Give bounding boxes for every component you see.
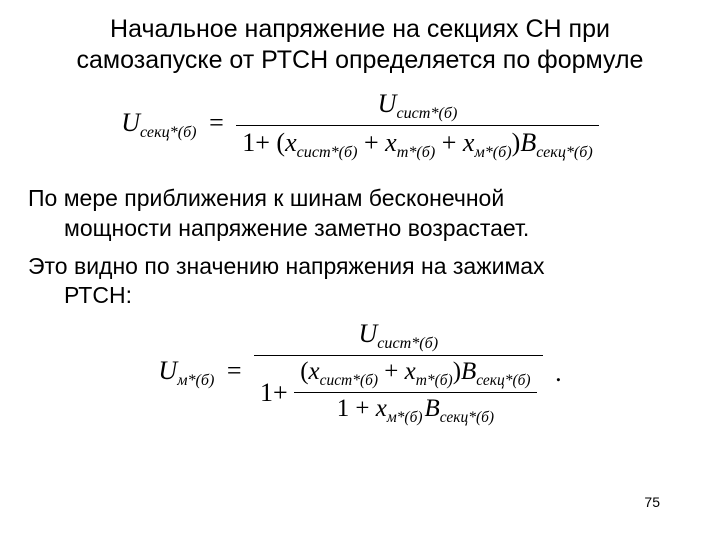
f2-in-den-Bsub: секц*(б) (440, 409, 494, 426)
f2-outer-num-sub: сист*(б) (377, 335, 438, 352)
f1-den-x1-sub: сист*(б) (297, 144, 358, 161)
f2-lhs-var: U (158, 356, 177, 385)
f2-in-num-x1-sub: сист*(б) (320, 372, 378, 389)
f1-lhs-sub: секц*(б) (140, 124, 197, 141)
f2-in-den-xsub: м*(б) (387, 409, 423, 426)
title-line-2: самозапуске от РТСН определяется по форм… (77, 46, 644, 74)
f1-den-x2: x (385, 128, 397, 157)
f2-eq: = (221, 356, 248, 385)
f1-den-Bvar: B (520, 128, 536, 157)
f2-in-num-x2: x (405, 358, 416, 385)
f2-in-num-x2-sub: т*(б) (416, 372, 453, 389)
f1-den-plus1: + (358, 128, 386, 157)
f1-num-var: U (378, 89, 397, 118)
f1-den-Bsub: секц*(б) (536, 144, 593, 161)
slide: Начальное напряжение на секциях СН при с… (0, 0, 720, 540)
f2-outer-fraction: Uсист*(б) 1+ (xсист*(б) + xт*(б))Bсекц*(… (254, 319, 543, 427)
f2-inner-fraction: (xсист*(б) + xт*(б))Bсекц*(б) 1 + xм*(б)… (294, 358, 536, 427)
f2-in-den-Bvar: B (423, 395, 440, 422)
paragraph-1: По мере приближения к шинам бесконечной … (28, 184, 692, 244)
f2-in-den-xvar: x (376, 395, 387, 422)
f2-lhs-sub: м*(б) (177, 372, 214, 389)
para2-line2: РТСН: (32, 281, 692, 311)
f1-den-x1: x (285, 128, 297, 157)
f2-in-num-close: ) (453, 358, 461, 385)
f2-in-num-Bsub: секц*(б) (476, 372, 530, 389)
f1-lhs-var: U (121, 108, 140, 137)
f2-in-num-x1: x (309, 358, 320, 385)
page-number: 75 (644, 494, 660, 510)
f1-den-x3-sub: м*(б) (474, 144, 511, 161)
formula-2: Uм*(б) = Uсист*(б) 1+ (xсист*(б) + xт*(б… (28, 319, 692, 427)
title-line-1: Начальное напряжение на секциях СН при (110, 15, 610, 43)
para2-line1: Это видно по значению напряжения на зажи… (28, 253, 545, 279)
para1-line1: По мере приближения к шинам бесконечной (28, 185, 504, 211)
f2-outer-num-var: U (358, 319, 377, 348)
f1-den-open: ( (276, 128, 285, 158)
f1-den-x3: x (463, 128, 475, 157)
f1-eq: = (203, 108, 230, 137)
f1-den-plus2: + (435, 128, 463, 157)
formula-1: Uсекц*(б) = Uсист*(б) 1+ (xсист*(б) + xт… (28, 89, 692, 162)
f2-period: . (549, 358, 562, 388)
f2-outer-den-lead: 1+ (260, 378, 288, 408)
f1-den-x2-sub: т*(б) (397, 144, 436, 161)
f2-in-den-lead: 1 + (337, 395, 376, 422)
equation-1: Uсекц*(б) = Uсист*(б) 1+ (xсист*(б) + xт… (121, 89, 599, 162)
f1-fraction: Uсист*(б) 1+ (xсист*(б) + xт*(б) + xм*(б… (236, 89, 599, 162)
f2-in-num-open: ( (300, 358, 308, 385)
equation-2: Uм*(б) = Uсист*(б) 1+ (xсист*(б) + xт*(б… (158, 319, 561, 427)
paragraph-2: Это видно по значению напряжения на зажи… (28, 252, 692, 312)
slide-title: Начальное напряжение на секциях СН при с… (28, 14, 692, 77)
f1-den-close: ) (512, 128, 521, 158)
f1-den-lead: 1+ (242, 128, 270, 157)
f2-in-num-Bvar: B (461, 358, 476, 385)
para1-line2: мощности напряжение заметно возрастает. (32, 214, 692, 244)
f1-num-sub: сист*(б) (396, 105, 457, 122)
f2-in-num-plus: + (378, 358, 405, 385)
